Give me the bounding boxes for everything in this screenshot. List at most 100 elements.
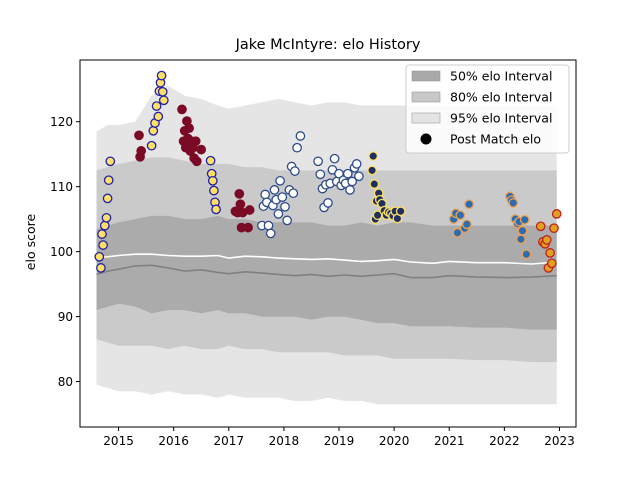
y-tick-label: 110 xyxy=(50,180,73,194)
post-match-point xyxy=(369,179,380,189)
post-match-point xyxy=(148,125,159,136)
post-match-point xyxy=(265,228,276,239)
post-match-point xyxy=(101,212,112,223)
post-match-point xyxy=(367,165,377,176)
post-match-point xyxy=(269,185,280,195)
post-match-point xyxy=(516,234,526,245)
x-tick-label: 2016 xyxy=(158,434,189,448)
post-match-point xyxy=(105,156,116,167)
post-match-point xyxy=(157,86,168,97)
post-match-point xyxy=(342,168,353,179)
post-match-point xyxy=(94,251,105,262)
post-match-point xyxy=(535,221,546,232)
legend-label: 50% elo Interval xyxy=(450,69,552,84)
legend-label: 95% elo Interval xyxy=(450,111,552,126)
post-match-point xyxy=(103,175,114,186)
post-match-point xyxy=(280,201,290,212)
post-match-point xyxy=(190,136,201,147)
legend-marker xyxy=(420,133,432,145)
x-tick-label: 2015 xyxy=(103,434,134,448)
post-match-point xyxy=(207,175,218,186)
post-match-point xyxy=(184,123,194,134)
center-lines xyxy=(96,253,557,279)
post-match-point xyxy=(519,214,530,225)
post-match-point xyxy=(99,220,110,231)
post-match-point xyxy=(235,199,246,210)
legend: 50% elo Interval 80% elo Interval 95% elo … xyxy=(405,64,570,154)
post-match-point xyxy=(545,248,555,258)
y-tick-label: 80 xyxy=(58,375,73,389)
post-match-point xyxy=(158,95,169,106)
post-match-point xyxy=(177,104,187,115)
post-match-point xyxy=(551,209,562,219)
post-match-point xyxy=(275,175,285,186)
post-match-point xyxy=(345,185,355,195)
post-match-point xyxy=(209,185,219,196)
chart-title: Jake McIntyre: elo History xyxy=(235,37,421,53)
post-match-point xyxy=(347,176,358,187)
y-axis-label: elo score xyxy=(23,214,38,271)
post-match-point xyxy=(211,204,221,215)
post-match-point xyxy=(521,249,532,260)
legend-label: Post Match elo xyxy=(450,132,541,147)
post-match-point xyxy=(243,222,253,233)
post-match-point xyxy=(290,166,300,176)
post-match-points xyxy=(94,70,562,273)
legend-box xyxy=(405,64,570,154)
median-line xyxy=(96,264,557,279)
post-match-point xyxy=(191,156,202,167)
post-match-point xyxy=(313,156,323,167)
post-match-point xyxy=(273,209,284,219)
post-match-point xyxy=(464,199,474,210)
post-match-point xyxy=(134,130,144,141)
post-match-point xyxy=(277,192,288,202)
legend-label: 80% elo Interval xyxy=(450,90,552,105)
post-match-point xyxy=(315,169,326,180)
post-match-point xyxy=(452,227,463,238)
post-match-point xyxy=(323,198,333,208)
x-tick-label: 2021 xyxy=(434,434,465,448)
post-match-point xyxy=(395,206,406,217)
post-match-point xyxy=(260,189,271,200)
legend-swatch xyxy=(411,70,441,82)
post-match-point xyxy=(517,225,528,236)
x-tick-label: 2023 xyxy=(544,434,575,448)
post-match-point xyxy=(354,171,364,182)
post-match-point xyxy=(282,215,293,226)
post-match-point xyxy=(96,263,106,273)
post-match-point xyxy=(196,144,207,155)
post-match-point xyxy=(263,220,274,231)
plot-frame xyxy=(79,59,577,428)
post-match-point xyxy=(329,153,340,164)
post-match-point xyxy=(351,159,362,169)
post-match-point xyxy=(136,146,147,156)
post-match-point xyxy=(462,219,472,230)
post-match-point xyxy=(292,142,302,153)
post-match-point xyxy=(102,193,113,204)
post-match-point xyxy=(455,210,466,221)
legend-swatch xyxy=(411,91,441,103)
post-match-point xyxy=(234,188,245,199)
x-tick-label: 2019 xyxy=(324,434,355,448)
post-match-point xyxy=(151,101,162,111)
y-tick-label: 100 xyxy=(50,245,73,259)
x-tick-label: 2022 xyxy=(489,434,520,448)
post-match-point xyxy=(549,223,559,234)
post-match-point xyxy=(98,240,108,250)
y-tick-label: 90 xyxy=(58,310,73,324)
y-tick-label: 120 xyxy=(50,115,73,129)
post-match-point xyxy=(146,140,157,151)
post-match-point xyxy=(508,198,519,208)
post-match-point xyxy=(295,131,306,141)
post-match-point xyxy=(244,205,255,215)
post-match-point xyxy=(288,188,299,199)
legend-swatch xyxy=(411,112,441,124)
mean-line xyxy=(96,253,557,265)
post-match-point xyxy=(153,111,164,122)
x-tick-label: 2017 xyxy=(214,434,245,448)
post-match-point xyxy=(97,229,107,239)
post-match-point xyxy=(205,155,216,166)
x-tick-label: 2020 xyxy=(379,434,410,448)
axes: 2015 2016 2017 2018 2019 2020 2021 2022 2023 80 90… xyxy=(50,59,577,448)
